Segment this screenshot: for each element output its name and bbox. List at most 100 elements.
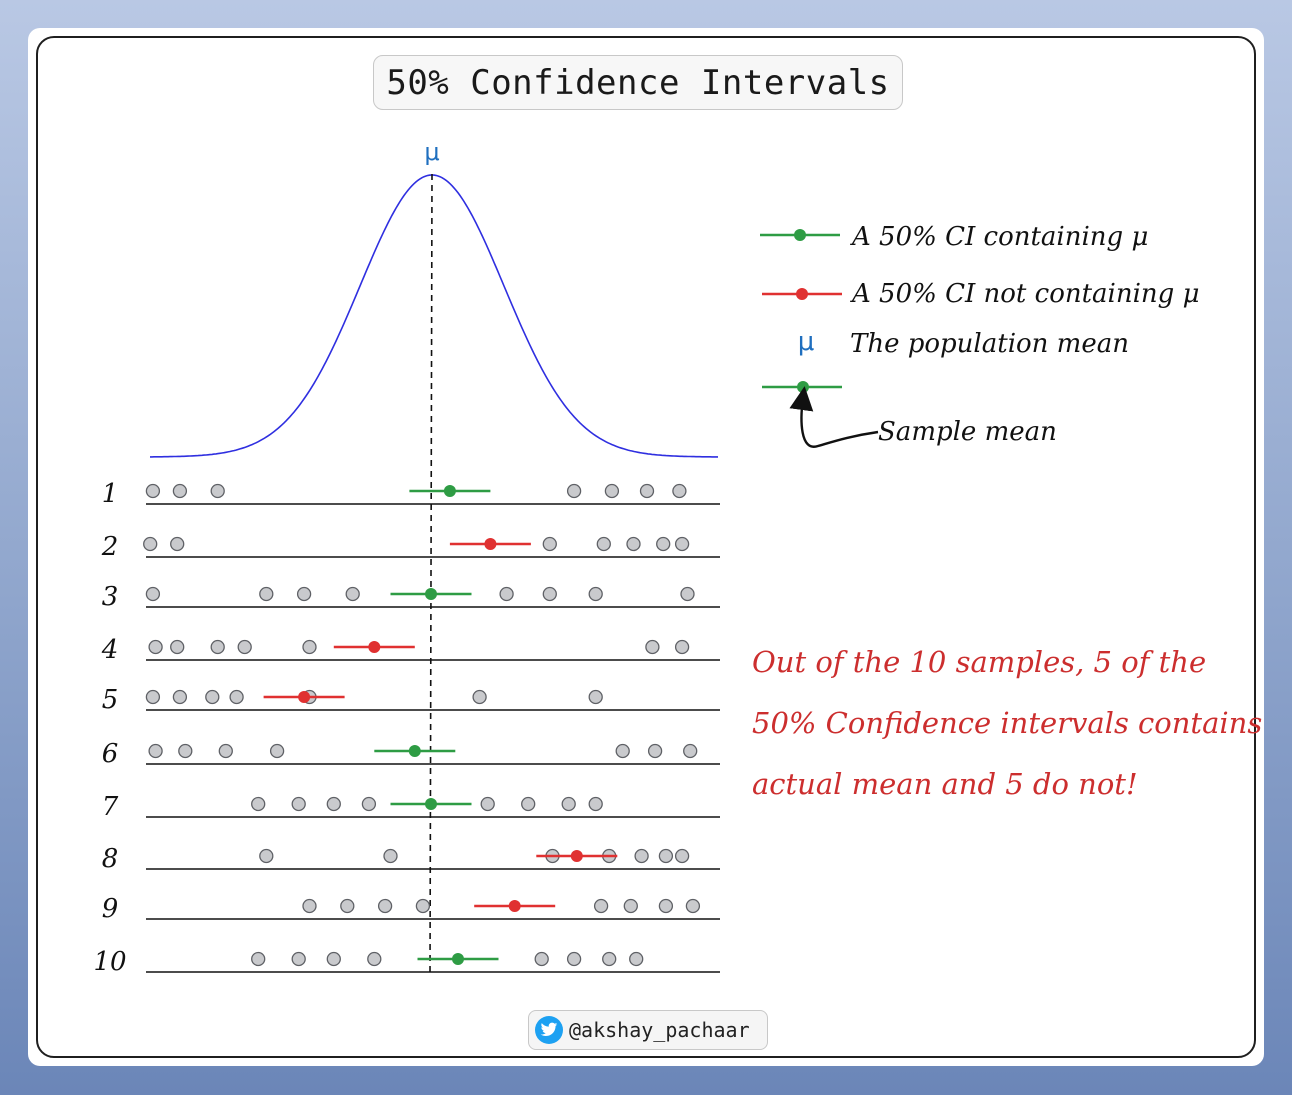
card [28, 28, 1264, 1066]
sample-mean-dot [570, 850, 583, 862]
sample-row-4: 4 [101, 635, 720, 665]
sample-point [148, 639, 163, 655]
legend-containing-label: A 50% CI containing μ [850, 222, 1148, 252]
legend-mu: μ The population mean [798, 327, 1129, 359]
sample-mean-dot [508, 900, 521, 912]
sample-mean-dot [452, 953, 464, 965]
sample-point [680, 586, 695, 602]
legend: A 50% CI containing μ A 50% CI not conta… [760, 222, 1199, 448]
row-label: 6 [102, 739, 119, 769]
legend-mu-symbol: μ [798, 327, 815, 357]
sample-point [542, 536, 557, 552]
sample-row-8: 8 [102, 844, 720, 874]
sample-mean-dot [298, 691, 311, 703]
sample-point [251, 796, 266, 812]
legend-containing: A 50% CI containing μ [760, 222, 1148, 252]
sample-point [629, 951, 644, 967]
sample-point [296, 586, 312, 602]
sample-row-5: 5 [102, 685, 720, 715]
sample-point [210, 483, 225, 499]
row-label: 9 [102, 894, 119, 924]
sample-point [377, 898, 393, 914]
sample-point [685, 898, 701, 914]
row-label: 7 [102, 792, 119, 822]
sample-point [623, 898, 638, 914]
page-title: 50% Confidence Intervals [386, 62, 890, 103]
sample-point [472, 689, 487, 705]
sample-point [415, 898, 431, 914]
sample-point [588, 689, 603, 705]
sample-point [172, 689, 188, 705]
sample-point [588, 586, 603, 602]
note-line-1: Out of the 10 samples, 5 of the [752, 645, 1207, 679]
note-line-2: 50% Confidence intervals contains [752, 706, 1263, 740]
sample-point [566, 483, 582, 499]
sample-point [683, 743, 698, 759]
sample-point [326, 796, 341, 812]
sample-row-10: 10 [93, 947, 720, 977]
diagram-frame [36, 36, 1256, 1058]
legend-not-containing-label: A 50% CI not containing μ [850, 279, 1199, 309]
sample-row-6: 6 [102, 739, 720, 769]
sample-point [345, 586, 360, 602]
sample-point [291, 796, 306, 812]
sample-point [259, 586, 274, 602]
sample-row-1: 1 [102, 479, 720, 509]
population-mean-line [429, 173, 433, 976]
sample-point [521, 796, 536, 812]
legend-sample-mean: Sample mean [762, 381, 1057, 448]
sample-point [534, 951, 549, 967]
sample-point [480, 796, 495, 812]
sample-point [145, 586, 161, 602]
sample-point [237, 639, 252, 655]
sample-point [145, 689, 161, 705]
sample-point [210, 639, 225, 655]
sample-point [674, 639, 690, 655]
row-label: 1 [102, 479, 119, 509]
sample-point [251, 951, 266, 967]
sample-point [361, 796, 377, 812]
row-label: 3 [102, 582, 119, 612]
sample-point [674, 848, 690, 864]
sample-point [340, 898, 355, 914]
sample-point [593, 898, 609, 914]
sample-point [645, 639, 660, 655]
row-label: 4 [101, 635, 119, 665]
sample-point [615, 743, 630, 759]
sample-row-9: 9 [102, 894, 720, 924]
sample-mean-dot [443, 485, 456, 497]
legend-green-dot [794, 229, 806, 241]
sample-point [172, 483, 188, 499]
sample-point [634, 848, 649, 864]
normal-distribution-curve [150, 174, 718, 458]
row-label: 10 [93, 947, 126, 977]
sample-point [604, 483, 620, 499]
title-box: 50% Confidence Intervals [373, 55, 903, 110]
sample-point [302, 639, 317, 655]
legend-not-containing: A 50% CI not containing μ [762, 279, 1199, 309]
sample-point [588, 796, 603, 812]
twitter-credit[interactable]: @akshay_pachaar [528, 1010, 768, 1050]
legend-red-dot [796, 288, 808, 300]
sample-point [178, 743, 193, 759]
legend-sample-dot [797, 381, 809, 393]
sample-point [596, 536, 611, 552]
sample-point [602, 951, 617, 967]
mu-label: μ [424, 138, 439, 166]
sample-point [656, 536, 671, 552]
sample-point [672, 483, 687, 499]
row-label: 8 [102, 844, 119, 874]
sample-mean-label: Sample mean [878, 417, 1057, 447]
row-label: 2 [101, 532, 119, 562]
legend-population-mean-label: The population mean [850, 329, 1129, 359]
sample-point [148, 743, 163, 759]
note-line-3: actual mean and 5 do not! [752, 767, 1138, 801]
sample-point [205, 689, 220, 705]
sample-mean-dot [408, 745, 421, 757]
sample-point [639, 483, 655, 499]
sample-point [302, 898, 317, 914]
sample-mean-dot [425, 588, 437, 600]
summary-note: Out of the 10 samples, 5 of the 50% Conf… [752, 632, 1263, 815]
sample-point [658, 848, 674, 864]
sample-point [229, 689, 244, 705]
